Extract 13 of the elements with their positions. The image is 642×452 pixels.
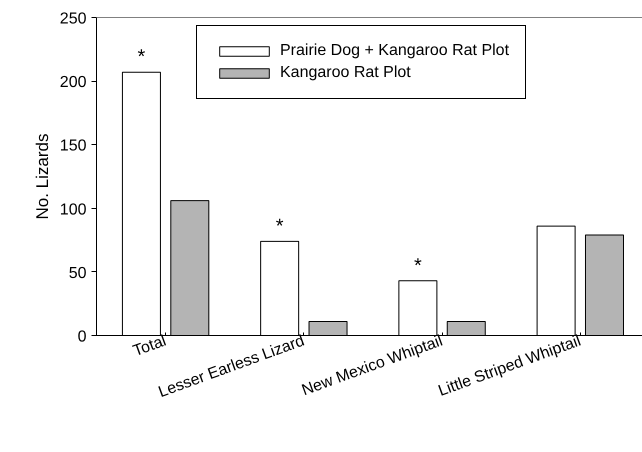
y-tick-label: 100 [60,201,87,218]
legend-label: Kangaroo Rat Plot [280,64,411,82]
x-tick-label: Total [130,332,169,360]
y-tick-label: 0 [78,328,87,346]
data-label: * [138,46,146,68]
y-tick-label: 250 [60,10,87,28]
y-tick-label: 200 [60,74,87,92]
y-axis-title: No. Lizards [32,134,52,220]
legend-label: Prairie Dog + Kangaroo Rat Plot [280,42,510,60]
y-tick-label: 150 [60,138,87,155]
y-tick-label: 50 [68,264,87,282]
data-label: * [414,254,422,277]
data-label: * [276,215,284,238]
